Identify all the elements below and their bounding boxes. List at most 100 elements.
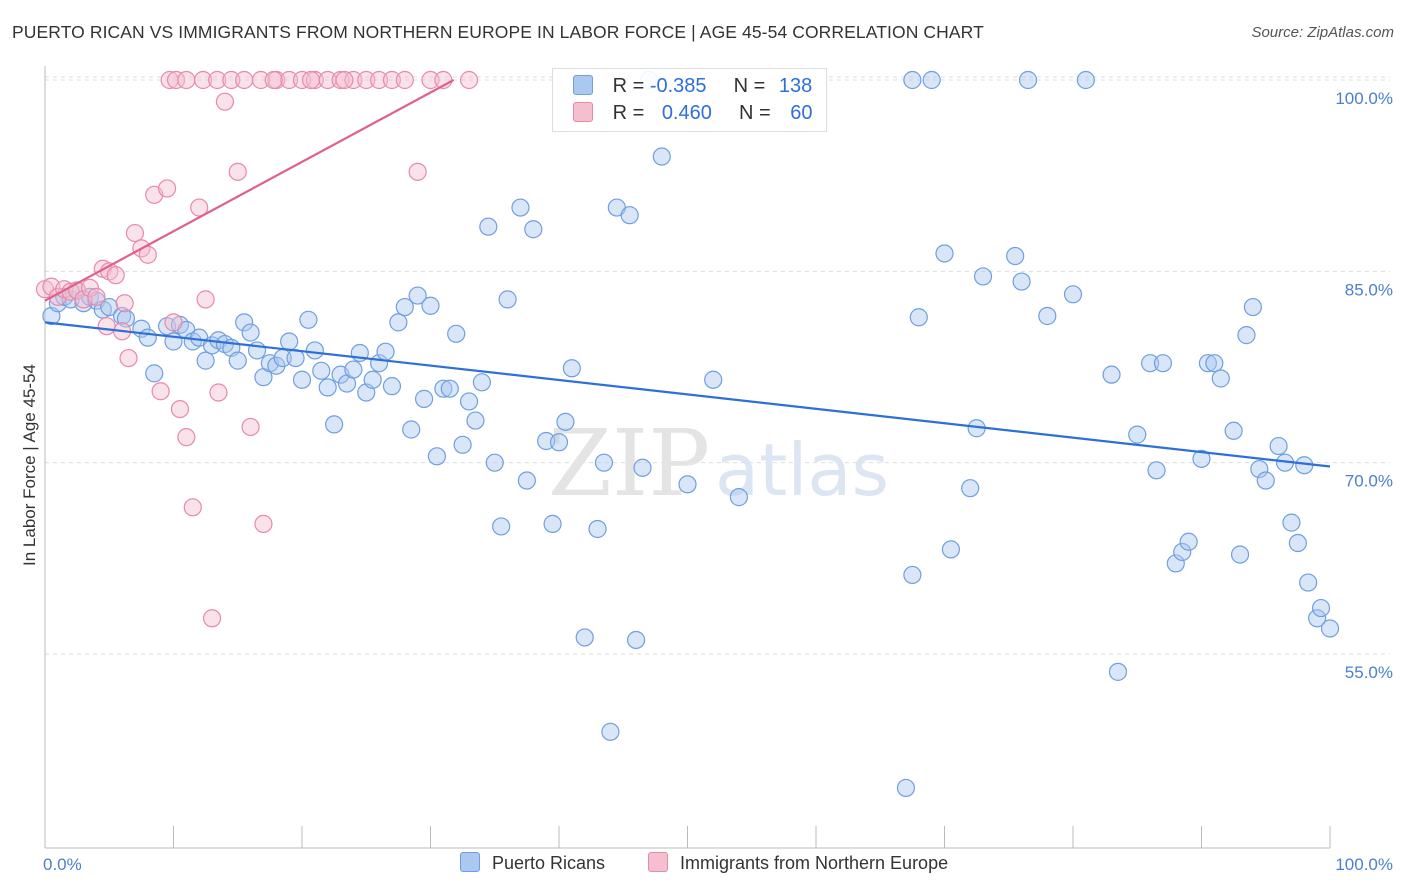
puerto-rican-point <box>517 471 536 490</box>
puerto-rican-point <box>1288 533 1307 553</box>
puerto-rican-point <box>414 389 434 408</box>
legend-swatch-pink <box>573 102 593 122</box>
puerto-rican-point <box>1243 297 1263 317</box>
northern-europe-point <box>251 70 270 90</box>
northern-europe-point <box>177 428 196 447</box>
puerto-rican-point <box>1166 554 1185 573</box>
northern-europe-point <box>459 70 479 90</box>
chart-title: PUERTO RICAN VS IMMIGRANTS FROM NORTHERN… <box>12 22 984 42</box>
northern-europe-point <box>164 313 183 332</box>
puerto-rican-point <box>1192 449 1211 468</box>
puerto-rican-point <box>318 378 337 397</box>
northern-europe-point <box>370 70 389 90</box>
puerto-rican-point <box>325 415 344 434</box>
puerto-rican-point <box>479 217 498 236</box>
puerto-rican-point <box>909 308 928 327</box>
puerto-rican-point <box>235 313 254 332</box>
puerto-rican-point <box>427 447 447 466</box>
puerto-rican-point <box>485 453 504 472</box>
puerto-rican-point <box>1198 354 1218 373</box>
puerto-rican-point <box>1173 542 1192 562</box>
legend-n-value: 138 <box>778 75 813 97</box>
x-tick-label-max: 100.0% <box>1335 855 1393 874</box>
puerto-rican-point <box>511 198 530 217</box>
puerto-rican-point <box>440 379 459 398</box>
northern-europe-point <box>183 498 202 517</box>
legend-r-value: 0.460 <box>661 102 712 124</box>
puerto-rican-point <box>1147 461 1166 480</box>
puerto-rican-point <box>241 323 260 342</box>
trendline-puerto-ricans <box>44 321 1331 468</box>
puerto-rican-point <box>299 310 318 329</box>
y-tick-label: 100.0% <box>1335 89 1393 108</box>
y-tick-label: 55.0% <box>1345 663 1393 682</box>
puerto-rican-point <box>1038 306 1057 326</box>
puerto-rican-point <box>312 361 331 380</box>
northern-europe-point <box>80 278 100 298</box>
puerto-rican-point <box>1108 662 1128 681</box>
northern-europe-point <box>254 514 273 533</box>
northern-europe-point <box>177 70 196 90</box>
puerto-rican-point <box>594 453 614 472</box>
puerto-rican-point <box>620 206 639 225</box>
northern-europe-point <box>301 70 321 90</box>
puerto-rican-point <box>382 377 402 396</box>
legend-n-label: N = <box>733 75 766 97</box>
correlation-legend: R = -0.385 N = 138 R = 0.460 N = 60 <box>552 68 827 132</box>
northern-europe-point <box>382 70 402 90</box>
watermark-zip: ZIP <box>548 410 710 517</box>
puerto-rican-point <box>1102 365 1121 384</box>
puerto-rican-point <box>472 373 491 392</box>
puerto-rican-point <box>466 411 485 430</box>
puerto-rican-point <box>1282 513 1301 532</box>
puerto-rican-point <box>1269 436 1288 456</box>
y-tick-label: 70.0% <box>1345 472 1393 491</box>
series-legend: Puerto Ricans Immigrants from Northern E… <box>0 852 1406 878</box>
puerto-rican-point <box>305 341 324 360</box>
puerto-rican-point <box>1205 354 1224 373</box>
trendline-northern-europe <box>44 79 455 302</box>
axes <box>44 66 1331 849</box>
northern-europe-point <box>335 70 354 90</box>
x-tick-label-min: 0.0% <box>43 855 82 874</box>
puerto-rican-point <box>498 290 517 309</box>
puerto-rican-point <box>395 297 414 317</box>
legend-label: Puerto Ricans <box>492 853 606 873</box>
puerto-rican-point <box>138 328 157 347</box>
northern-europe-point <box>222 70 241 90</box>
legend-r-label: R = <box>612 102 645 124</box>
puerto-rican-point <box>1320 619 1340 638</box>
puerto-rican-point <box>973 267 993 286</box>
puerto-rican-point <box>1230 545 1250 564</box>
puerto-rican-point <box>1018 70 1038 90</box>
puerto-rican-point <box>524 220 543 239</box>
legend-r-value: -0.385 <box>649 75 707 97</box>
northern-europe-point <box>193 70 213 90</box>
trendlines <box>44 79 1331 468</box>
northern-europe-point <box>208 70 227 90</box>
puerto-rican-point <box>556 412 575 431</box>
puerto-rican-point <box>434 379 453 398</box>
puerto-rican-point <box>228 351 247 370</box>
northern-europe-point <box>190 198 209 217</box>
northern-europe-point <box>115 294 134 313</box>
northern-europe-point <box>241 417 260 437</box>
puerto-rican-point <box>1076 70 1095 90</box>
puerto-rican-point <box>292 370 312 389</box>
legend-row-puerto-ricans: R = -0.385 N = 138 <box>573 75 812 99</box>
puerto-rican-point <box>704 370 723 389</box>
northern-europe-point <box>357 70 376 90</box>
northern-europe-point <box>170 399 190 419</box>
puerto-rican-point <box>402 420 421 439</box>
puerto-rican-point <box>1308 609 1327 628</box>
northern-europe-point <box>151 382 170 401</box>
northern-europe-point <box>395 70 414 90</box>
legend-n-value: 60 <box>790 102 813 124</box>
puerto-rican-point <box>1311 598 1331 618</box>
northern-europe-point <box>196 290 215 309</box>
puerto-rican-point <box>903 70 922 90</box>
puerto-rican-point <box>344 360 363 379</box>
puerto-rican-point <box>453 435 472 454</box>
chart-source: Source: ZipAtlas.com <box>1251 24 1394 41</box>
